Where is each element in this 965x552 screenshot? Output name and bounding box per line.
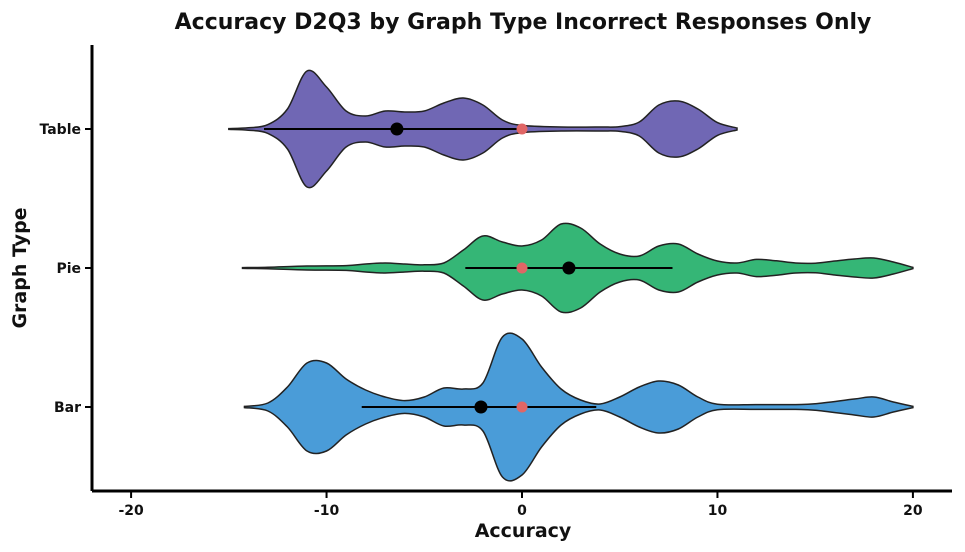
mean-point-pie: [562, 261, 576, 275]
violins-layer: [228, 69, 914, 482]
y-tick-label: Pie: [56, 261, 81, 277]
mean-point-bar: [474, 400, 488, 414]
chart-title: Accuracy D2Q3 by Graph Type Incorrect Re…: [175, 10, 872, 35]
reference-point-bar: [516, 401, 528, 413]
mean-point-table: [390, 122, 404, 136]
x-axis-title: Accuracy: [475, 520, 572, 542]
y-tick-label: Bar: [54, 400, 81, 416]
x-tick-label: 0: [517, 503, 527, 519]
x-axis-ticks: -20 -10 0 10 20: [118, 491, 923, 519]
x-tick-label: 10: [708, 503, 728, 519]
reference-point-table: [516, 123, 528, 135]
x-tick-label: -20: [118, 503, 144, 519]
y-tick-label: Table: [39, 122, 81, 138]
x-tick-label: -10: [314, 503, 340, 519]
reference-point-pie: [516, 262, 528, 274]
y-axis-ticks: Table Pie Bar: [39, 122, 92, 416]
x-tick-label: 20: [903, 503, 923, 519]
y-axis-title: Graph Type: [9, 207, 31, 328]
